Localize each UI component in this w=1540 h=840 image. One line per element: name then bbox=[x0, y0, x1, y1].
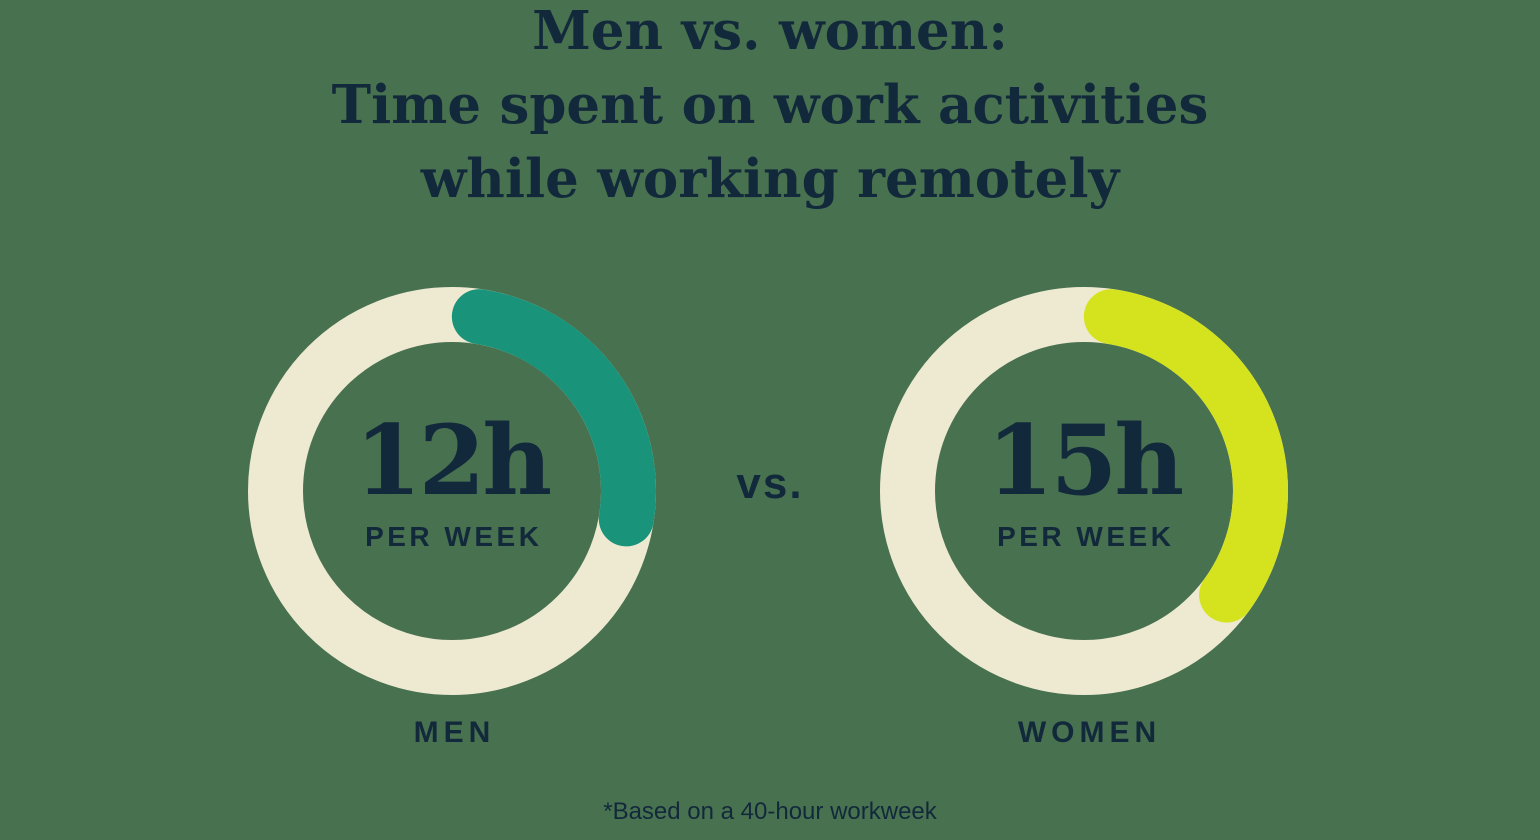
donut-svg-women bbox=[880, 287, 1288, 695]
chart-title-line-3: while working remotely bbox=[420, 148, 1120, 210]
group-label-men: MEN bbox=[413, 716, 496, 749]
donut-svg-men bbox=[248, 287, 656, 695]
footnote: *Based on a 40-hour workweek bbox=[603, 798, 937, 825]
chart-title-line-1: Men vs. women: bbox=[532, 0, 1008, 62]
chart-title-line-2: Time spent on work activities bbox=[331, 74, 1209, 136]
group-label-women: WOMEN bbox=[1017, 716, 1162, 749]
donut-chart-women: 15h PER WEEK bbox=[880, 287, 1288, 695]
donut-arc-women bbox=[880, 287, 1288, 695]
donut-chart-men: 12h PER WEEK bbox=[248, 287, 656, 695]
chart-title: Men vs. women: Time spent on work activi… bbox=[0, 0, 1540, 216]
vs-label: vs. bbox=[736, 459, 804, 508]
donut-arc-men bbox=[248, 287, 656, 695]
